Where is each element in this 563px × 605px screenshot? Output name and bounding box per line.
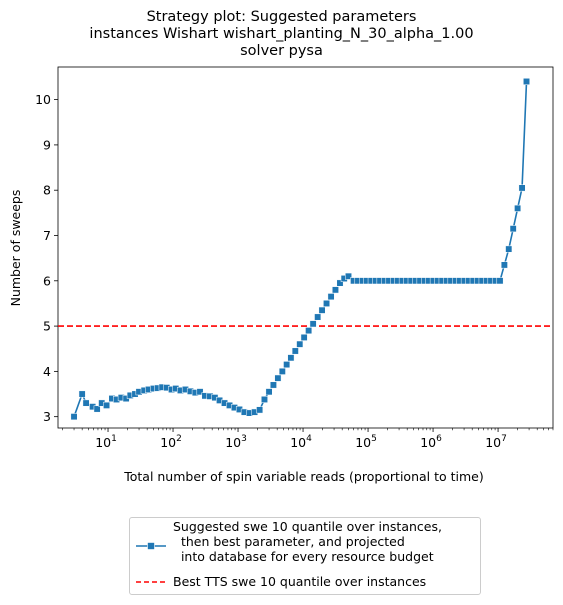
y-axis-label: Number of sweeps — [8, 190, 23, 307]
suggested-series-point — [309, 320, 317, 328]
legend-line-square-icon — [136, 542, 166, 550]
chart-title-line-3: solver pysa — [240, 43, 323, 59]
y-tick-label: 7 — [43, 228, 51, 243]
y-tick-label: 4 — [43, 364, 51, 379]
x-tick-label: 105 — [355, 434, 377, 450]
suggested-series-point — [261, 396, 268, 403]
chart-legend: Suggested swe 10 quantile over instances… — [129, 517, 481, 595]
y-tick-label: 5 — [43, 319, 51, 334]
suggested-series-point — [269, 381, 277, 389]
x-tick-label: 103 — [225, 434, 247, 450]
suggested-series-point — [196, 388, 204, 396]
suggested-series-point — [323, 299, 331, 307]
suggested-series-point — [505, 245, 513, 253]
legend-label-best-tts: Best TTS swe 10 quantile over instances — [173, 574, 427, 589]
suggested-series-point — [278, 367, 286, 375]
suggested-series-point — [287, 354, 295, 362]
suggested-series-point — [296, 340, 304, 348]
suggested-series-point — [336, 279, 344, 287]
legend-dashed-line-icon — [136, 581, 166, 583]
suggested-series-point — [518, 184, 526, 192]
suggested-series-point — [500, 261, 508, 269]
suggested-series-point — [327, 293, 335, 301]
suggested-series-point — [314, 313, 322, 321]
suggested-series-point — [318, 306, 326, 314]
suggested-series-point — [256, 406, 264, 414]
suggested-series-point — [103, 401, 111, 409]
suggested-series-point — [305, 327, 313, 335]
y-tick-label: 9 — [43, 137, 51, 152]
suggested-series-line — [73, 81, 528, 417]
y-tick-label: 10 — [35, 92, 51, 107]
plot-frame — [57, 66, 554, 429]
y-tick-label: 6 — [43, 273, 51, 288]
suggested-series-point — [82, 399, 90, 407]
suggested-series-point — [300, 333, 308, 341]
suggested-series-point — [345, 272, 352, 280]
suggested-series-point — [283, 361, 291, 369]
x-axis-label: Total number of spin variable reads (pro… — [123, 469, 484, 484]
suggested-series-point — [265, 388, 273, 396]
chart-title-line-1: Strategy plot: Suggested parameters — [146, 9, 417, 25]
x-tick-label: 102 — [160, 434, 182, 450]
suggested-series-point — [70, 413, 78, 421]
suggested-series-point — [291, 347, 299, 355]
suggested-series-point — [509, 225, 517, 233]
y-tick-label: 3 — [43, 409, 51, 424]
chart-title-line-2: instances Wishart wishart_planting_N_30_… — [89, 26, 474, 42]
suggested-series-point — [274, 374, 282, 382]
x-tick-label: 104 — [290, 434, 312, 450]
suggested-series-point — [78, 390, 86, 398]
x-tick-label: 101 — [95, 434, 117, 450]
suggested-series-point — [514, 204, 522, 212]
x-tick-label: 107 — [485, 434, 507, 450]
chart-canvas: 3 4 5 6 7 8 9 10 101 102 103 104 105 106 107 Total num… — [8, 66, 554, 484]
suggested-series-point — [93, 405, 101, 413]
suggested-series-point — [331, 286, 339, 294]
legend-label-suggested: Suggested swe 10 quantile over instances… — [173, 519, 442, 564]
suggested-series-point — [523, 78, 530, 85]
suggested-series-point — [496, 277, 504, 285]
x-tick-label: 106 — [420, 434, 442, 450]
plot-layer: 3 4 5 6 7 8 9 10 101 102 103 104 105 106 107 — [35, 66, 554, 450]
y-tick-label: 8 — [43, 183, 51, 198]
